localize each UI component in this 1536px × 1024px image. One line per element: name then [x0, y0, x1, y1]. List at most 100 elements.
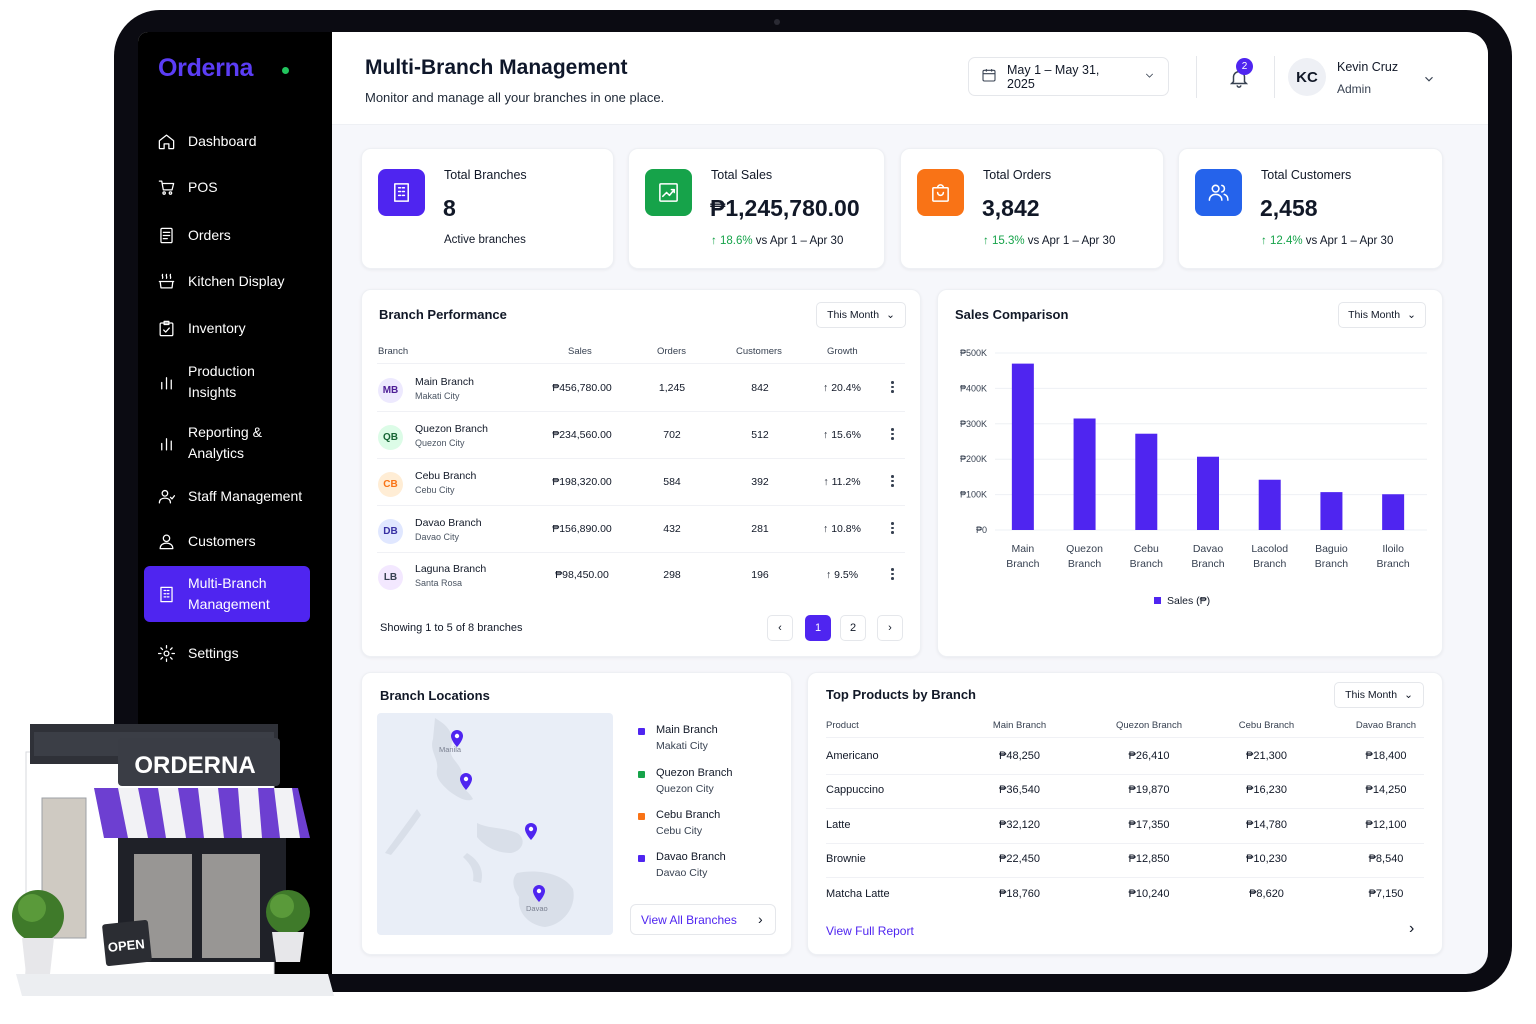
location-name[interactable]: Davao Branch — [656, 851, 726, 863]
sidebar-item-reporting-analytics[interactable]: Reporting & Analytics — [144, 421, 310, 465]
chevron-right-icon: › — [758, 911, 763, 927]
stat-change: 18.6% — [719, 235, 753, 247]
sidebar-item-multi-branch-management[interactable]: Multi-Branch Management — [144, 566, 310, 622]
y-tick-label: ₱200K — [960, 454, 987, 464]
sidebar-item-label: Settings — [188, 644, 239, 661]
stat-footnote: ↑ 18.6% vs Apr 1 – Apr 30 — [711, 235, 843, 247]
camera-dot — [774, 19, 780, 25]
branch-customers: 281 — [751, 523, 769, 535]
more-options-icon[interactable] — [891, 568, 894, 582]
store-sign-text: ORDERNA — [134, 752, 255, 779]
bar — [1073, 418, 1096, 530]
x-tick-label: Baguio — [1315, 543, 1348, 555]
location-name[interactable]: Cebu Branch — [656, 809, 721, 821]
view-all-branches-link: View All Branches — [641, 913, 737, 927]
branch-performance-filter[interactable]: This Month ⌄ — [816, 302, 906, 328]
sidebar-item-orders[interactable]: Orders — [144, 222, 310, 248]
chart-up-icon — [645, 169, 692, 216]
growth-value: 11.2% — [831, 476, 861, 488]
stat-label: Total Sales — [711, 168, 773, 182]
sales-comparison-filter[interactable]: This Month ⌄ — [1338, 302, 1426, 328]
map-pin-cebu-branch-icon[interactable] — [524, 822, 538, 840]
stat-label: Total Customers — [1261, 168, 1352, 182]
app-logo[interactable]: Orderna — [158, 54, 254, 82]
product-sales: ₱14,780 — [1246, 819, 1287, 831]
branch-sales: ₱198,320.00 — [552, 476, 612, 488]
branch-customers: 392 — [751, 476, 769, 488]
map-pin-davao-branch-icon[interactable] — [532, 884, 546, 902]
location-marker-icon — [638, 813, 645, 820]
y-tick-label: ₱100K — [960, 490, 987, 500]
stat-value: 2,458 — [1260, 195, 1318, 221]
arrow-up-icon: ↑ — [823, 523, 832, 535]
view-full-report-link[interactable]: View Full Report — [826, 924, 914, 938]
inventory-icon — [144, 319, 188, 338]
page-1-button[interactable]: 1 — [805, 615, 831, 641]
sidebar-item-dashboard[interactable]: Dashboard — [144, 128, 310, 154]
map-pin-main-branch-icon[interactable] — [450, 729, 464, 747]
arrow-up-icon: ↑ — [823, 476, 832, 488]
x-tick-label: Branch — [1130, 558, 1163, 570]
branch-growth: ↑ 10.8% — [812, 523, 872, 535]
filter-label: This Month — [1345, 689, 1398, 701]
product-sales: ₱10,230 — [1246, 853, 1287, 865]
divider — [826, 808, 1424, 809]
column-header: Branch — [378, 346, 409, 357]
legend-swatch — [1154, 597, 1161, 604]
branch-name: Quezon Branch — [415, 423, 488, 435]
sidebar-item-label: Production Insights — [188, 363, 255, 400]
branch-badge: QB — [378, 425, 403, 450]
branch-sales: ₱234,560.00 — [552, 429, 612, 441]
map-pin-quezon-branch-icon[interactable] — [459, 772, 473, 790]
branch-city: Makati City — [415, 391, 460, 401]
sidebar-item-label: Orders — [188, 226, 231, 243]
arrow-up-icon: ↑ — [825, 569, 835, 581]
location-marker-icon — [638, 771, 645, 778]
location-city: Makati City — [656, 740, 708, 752]
sidebar-item-customers[interactable]: Customers — [144, 528, 310, 554]
column-header: Davao Branch — [1355, 720, 1417, 731]
x-tick-label: Branch — [1191, 558, 1224, 570]
stat-change: 15.3% — [991, 235, 1025, 247]
more-options-icon[interactable] — [891, 381, 894, 395]
view-all-branches-button[interactable]: View All Branches › — [630, 904, 776, 935]
chevron-down-icon[interactable] — [1422, 72, 1436, 91]
sidebar-item-inventory[interactable]: Inventory — [144, 315, 310, 341]
sidebar-item-staff-management[interactable]: Staff Management — [144, 483, 310, 509]
location-name[interactable]: Quezon Branch — [656, 767, 733, 779]
building-icon — [144, 585, 188, 604]
sidebar-item-label: Dashboard — [188, 132, 257, 149]
sidebar-item-label: Customers — [188, 532, 256, 549]
sidebar-item-pos[interactable]: POS — [144, 174, 310, 200]
next-page-button[interactable]: › — [877, 615, 903, 641]
top-bar: Multi-Branch Management Monitor and mana… — [332, 32, 1488, 125]
sidebar-item-kitchen-display[interactable]: Kitchen Display — [144, 268, 310, 294]
location-name[interactable]: Main Branch — [656, 724, 718, 736]
more-options-icon[interactable] — [891, 522, 894, 536]
sidebar-item-production-insights[interactable]: Production Insights — [144, 360, 310, 404]
avatar[interactable]: KC — [1288, 58, 1326, 96]
branch-customers: 196 — [751, 569, 769, 581]
chevron-left-icon: ‹ — [778, 622, 782, 634]
top-products-filter[interactable]: This Month ⌄ — [1334, 682, 1424, 708]
y-tick-label: ₱300K — [960, 419, 987, 429]
location-city: Davao City — [656, 867, 708, 879]
legend-label: Sales (₱) — [1167, 595, 1210, 607]
stat-card-total-sales: Total Sales ₱1,245,780.00 ↑ 18.6% vs Apr… — [628, 148, 885, 269]
sidebar-item-settings[interactable]: Settings — [144, 640, 310, 666]
more-options-icon[interactable] — [891, 475, 894, 489]
bar — [1011, 363, 1034, 530]
date-range-picker[interactable]: May 1 – May 31, 2025 — [968, 57, 1169, 96]
divider — [826, 737, 1424, 738]
x-tick-label: Branch — [1253, 558, 1286, 570]
branch-map[interactable]: Manila Davao — [377, 713, 613, 935]
prev-page-button[interactable]: ‹ — [767, 615, 793, 641]
branch-city: Quezon City — [415, 438, 465, 448]
stat-label: Total Orders — [983, 168, 1052, 182]
more-options-icon[interactable] — [891, 428, 894, 442]
page-2-button[interactable]: 2 — [840, 615, 866, 641]
product-sales: ₱48,250 — [999, 750, 1040, 762]
branch-name: Cebu Branch — [415, 470, 477, 482]
app-screen: Orderna Dashboard POS Orders Kitchen Dis… — [138, 32, 1488, 974]
chevron-right-icon[interactable]: › — [1409, 920, 1415, 937]
